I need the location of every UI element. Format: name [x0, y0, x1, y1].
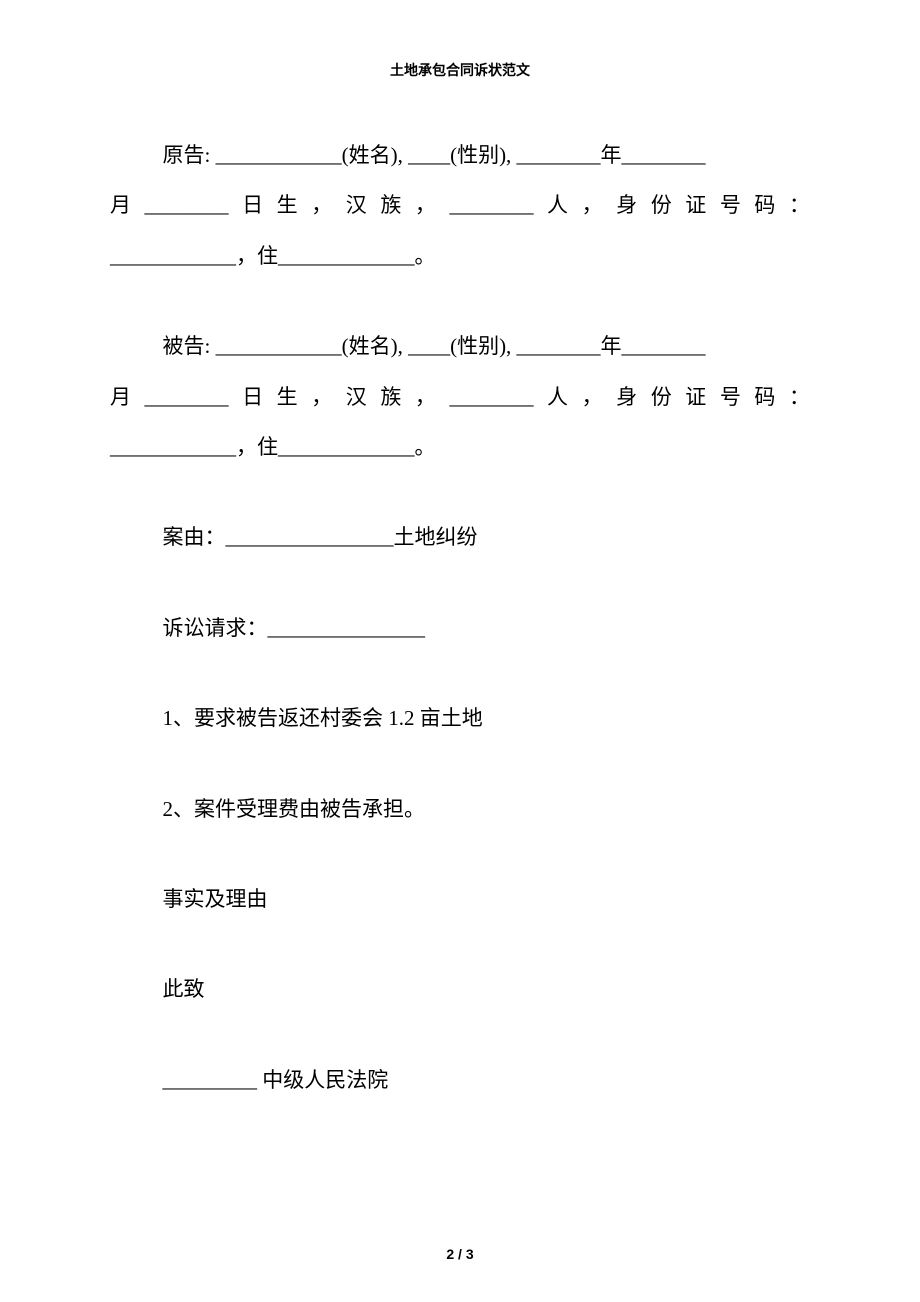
closing: 此致	[110, 964, 810, 1014]
claim-label: 诉讼请求：_______________	[110, 603, 810, 653]
facts-label: 事实及理由	[110, 874, 810, 924]
document-title: 土地承包合同诉状范文	[110, 60, 810, 80]
plaintiff-paragraph: 原告: ____________(姓名), ____(性别), ________…	[110, 130, 810, 281]
defendant-line1: 被告: ____________(姓名), ____(性别), ________…	[110, 321, 810, 371]
defendant-line2: 月________日生，汉族，________人，身份证号码：	[110, 372, 810, 422]
defendant-paragraph: 被告: ____________(姓名), ____(性别), ________…	[110, 321, 810, 472]
plaintiff-line2: 月________日生，汉族，________人，身份证号码：	[110, 180, 810, 230]
page-number: 2 / 3	[0, 1246, 920, 1262]
document-body: 原告: ____________(姓名), ____(性别), ________…	[110, 130, 810, 1105]
defendant-line3: ____________，住_____________。	[110, 422, 810, 472]
claim-item-2: 2、案件受理费由被告承担。	[110, 784, 810, 834]
plaintiff-line1: 原告: ____________(姓名), ____(性别), ________…	[110, 130, 810, 180]
claim-item-1: 1、要求被告返还村委会 1.2 亩土地	[110, 693, 810, 743]
cause-line: 案由：________________土地纠纷	[110, 512, 810, 562]
plaintiff-line3: ____________，住_____________。	[110, 231, 810, 281]
court-line: _________ 中级人民法院	[110, 1055, 810, 1105]
